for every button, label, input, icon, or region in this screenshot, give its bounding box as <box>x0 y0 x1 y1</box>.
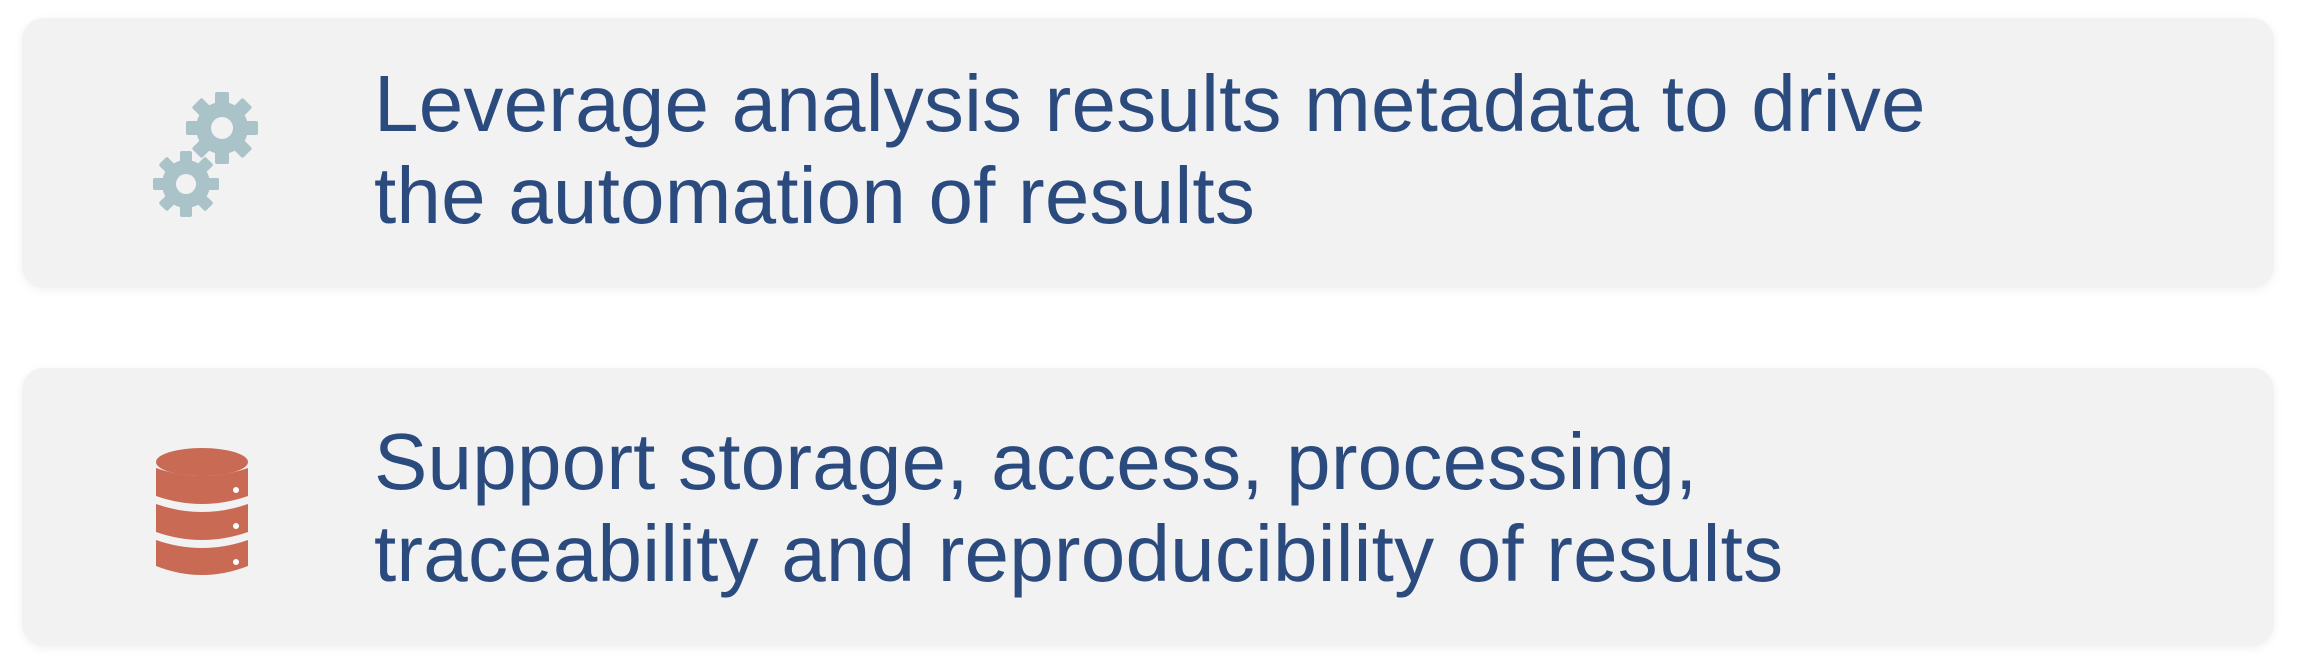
database-icon <box>132 438 282 588</box>
automation-text: Leverage analysis results metadata to dr… <box>374 58 2194 242</box>
automation-card: Leverage analysis results metadata to dr… <box>22 18 2274 288</box>
storage-text: Support storage, access, processing, tra… <box>374 416 2194 600</box>
storage-card: Support storage, access, processing, tra… <box>22 368 2274 646</box>
gears-icon <box>132 80 282 230</box>
automation-text-line-1: Leverage analysis results metadata to dr… <box>374 59 1926 148</box>
storage-text-line-1: Support storage, access, processing, <box>374 417 1698 506</box>
storage-text-line-2: traceability and reproducibility of resu… <box>374 509 1784 598</box>
automation-text-line-2: the automation of results <box>374 151 1256 240</box>
